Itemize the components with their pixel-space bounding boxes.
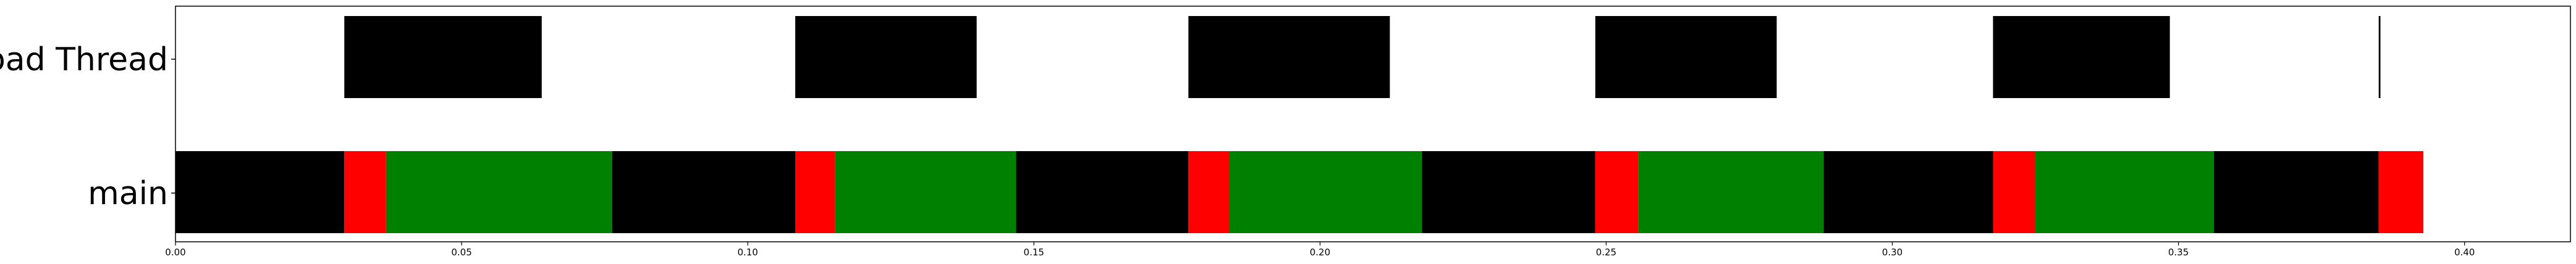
segment-bar bbox=[1016, 151, 1189, 233]
y-tick-label: load Thread bbox=[0, 41, 168, 78]
segment-bar bbox=[1188, 16, 1390, 98]
segment-bar bbox=[1993, 151, 2036, 233]
x-tick-label: 0.20 bbox=[1310, 247, 1330, 258]
x-tick-label: 0.05 bbox=[451, 247, 471, 258]
x-tick-label: 0.30 bbox=[1882, 247, 1902, 258]
segments-layer bbox=[175, 16, 2423, 233]
segment-bar bbox=[795, 16, 977, 98]
segment-bar bbox=[1595, 151, 1639, 233]
x-tick-label: 0.35 bbox=[2168, 247, 2189, 258]
x-tick-label: 0.15 bbox=[1024, 247, 1044, 258]
segment-bar bbox=[835, 151, 1016, 233]
segment-bar bbox=[344, 16, 542, 98]
segment-bar bbox=[1229, 151, 1422, 233]
segment-bar bbox=[1595, 16, 1777, 98]
segment-bar bbox=[795, 151, 835, 233]
segment-bar bbox=[1422, 151, 1595, 233]
segment-bar bbox=[2213, 151, 2379, 233]
segment-bar bbox=[1823, 151, 1993, 233]
segment-bar bbox=[386, 151, 612, 233]
segment-bar bbox=[2035, 151, 2214, 233]
segment-bar bbox=[2378, 16, 2381, 98]
y-axis: load Thread main bbox=[0, 41, 175, 212]
segment-bar bbox=[612, 151, 796, 233]
segment-bar bbox=[1188, 151, 1230, 233]
plot-frame bbox=[175, 6, 2571, 242]
x-tick-label: 0.25 bbox=[1596, 247, 1616, 258]
x-tick-label: 0.00 bbox=[165, 247, 185, 258]
x-tick-label: 0.10 bbox=[737, 247, 758, 258]
x-tick-label: 0.40 bbox=[2454, 247, 2475, 258]
segment-bar bbox=[344, 151, 386, 233]
segment-bar bbox=[1993, 16, 2170, 98]
segment-bar bbox=[175, 151, 345, 233]
x-axis: 0.00 0.05 0.10 0.15 0.20 0.25 0.30 0.35 0.40 bbox=[165, 242, 2475, 258]
segment-bar bbox=[1638, 151, 1824, 233]
segment-bar bbox=[2378, 151, 2423, 233]
y-tick-label: main bbox=[88, 175, 168, 212]
